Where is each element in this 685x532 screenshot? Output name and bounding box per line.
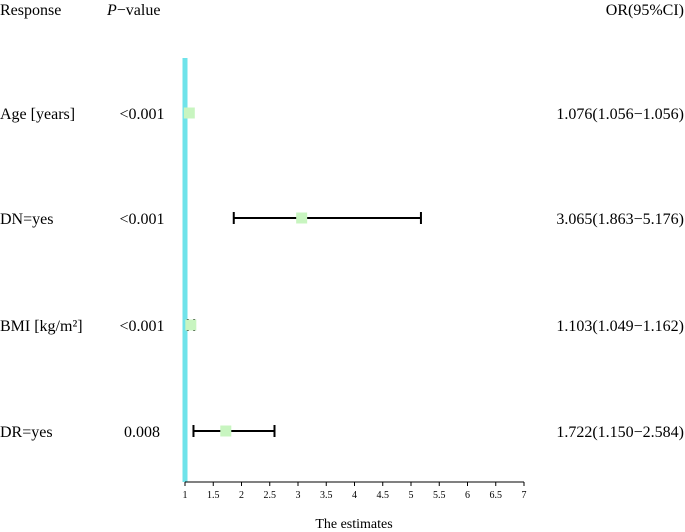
x-tick-label: 3 — [296, 490, 301, 501]
row-p-value: <0.001 — [119, 106, 164, 123]
estimate-point — [185, 319, 197, 331]
x-tick-label: 6.5 — [490, 490, 503, 501]
row-or-text: 1.103(1.049−1.162) — [556, 318, 684, 335]
x-tick-label: 4 — [352, 490, 357, 501]
x-tick-label: 2.5 — [264, 490, 277, 501]
row-label: Age [years] — [0, 106, 75, 123]
row-label: DN=yes — [0, 211, 53, 228]
header-or: OR(95%CI) — [606, 2, 684, 19]
header-p-letter: P — [106, 2, 117, 19]
row-label: DR=yes — [0, 424, 53, 441]
rows-group: Age [years] <0.001 1.076(1.056−1.056) DN=ye… — [0, 106, 684, 441]
x-tick-label: 5 — [409, 490, 414, 501]
estimate-point — [220, 425, 232, 437]
x-axis: 1 1.5 2 2.5 3 3.5 4 4.5 5 5.5 6 6.5 7 — [183, 481, 527, 501]
row-or-text: 3.065(1.863−5.176) — [556, 211, 684, 228]
x-axis-label: The estimates — [315, 517, 392, 532]
x-tick-label: 7 — [522, 490, 527, 501]
x-tick-label: 4.5 — [377, 490, 390, 501]
header-response: Response — [0, 2, 61, 19]
header-p-suffix: −value — [117, 2, 161, 19]
estimate-point — [183, 107, 195, 119]
row-or-text: 1.722(1.150−2.584) — [556, 424, 684, 441]
x-tick-label: 5.5 — [433, 490, 446, 501]
x-tick-label: 1 — [183, 490, 188, 501]
row-p-value: <0.001 — [119, 318, 164, 335]
row-label: BMI [kg/m²] — [0, 318, 83, 335]
estimate-point — [296, 212, 308, 224]
x-tick-label: 2 — [239, 490, 244, 501]
row-or-text: 1.076(1.056−1.056) — [556, 106, 684, 123]
row-p-value: <0.001 — [119, 211, 164, 228]
row-p-value: 0.008 — [124, 424, 160, 441]
header-p-value: P−value — [106, 2, 160, 19]
x-tick-label: 3.5 — [320, 490, 333, 501]
x-tick-label: 6 — [465, 490, 470, 501]
x-tick-label: 1.5 — [207, 490, 220, 501]
